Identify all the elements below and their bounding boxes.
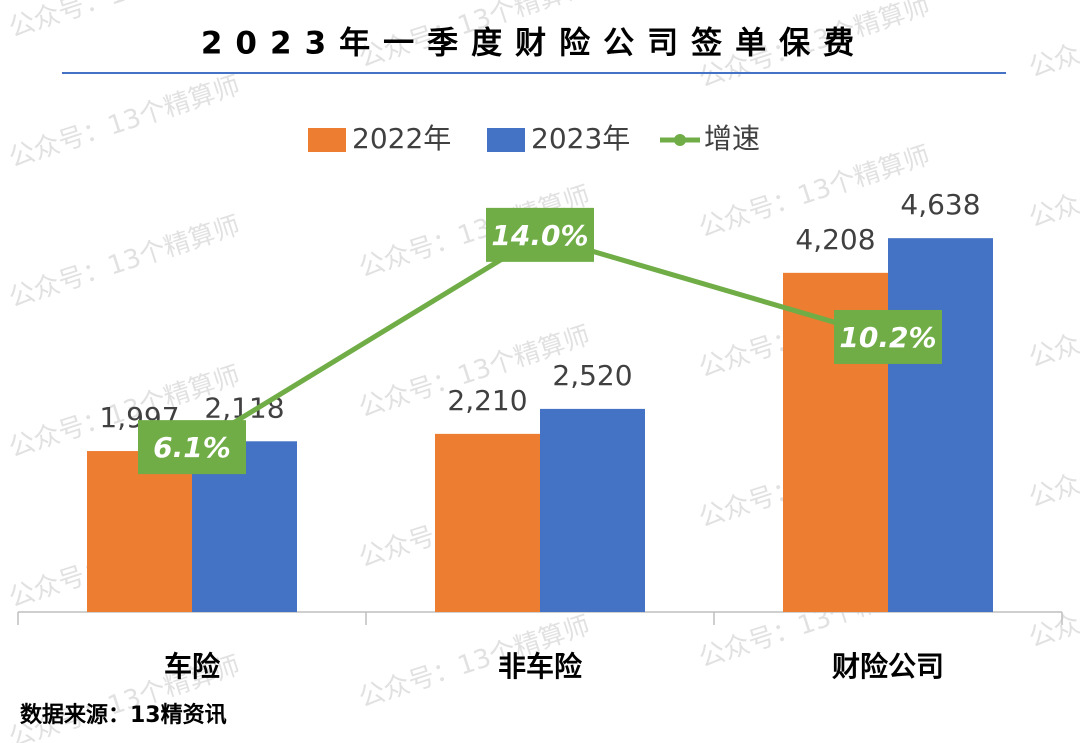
chart-title: 2023年一季度财险公司签单保费 [201,26,867,62]
data-label: 6.1% [153,431,231,464]
data-label: 2,520 [552,359,632,392]
data-label: 10.2% [839,321,936,354]
data-label: 2,210 [447,384,527,417]
x-tick-label: 财险公司 [832,650,944,683]
bar [540,408,645,612]
data-label: 14.0% [491,219,588,252]
bar [435,433,540,612]
x-tick-label: 非车险 [498,650,583,683]
source: 数据来源：13精资讯 [20,702,227,728]
legend-label: 增速 [704,122,760,155]
label-box [486,207,594,262]
legend-swatch [674,134,686,146]
data-label: 4,208 [795,223,875,256]
x-tick-label: 车险 [164,650,221,683]
legend-swatch [487,128,525,152]
label-box [834,309,942,364]
data-label: 4,638 [900,188,980,221]
legend-swatch [308,128,346,152]
legend-label: 2023年 [531,122,630,155]
bar [888,238,993,613]
bar [87,451,192,612]
legend-label: 2022年 [352,122,451,155]
label-box [138,420,246,475]
